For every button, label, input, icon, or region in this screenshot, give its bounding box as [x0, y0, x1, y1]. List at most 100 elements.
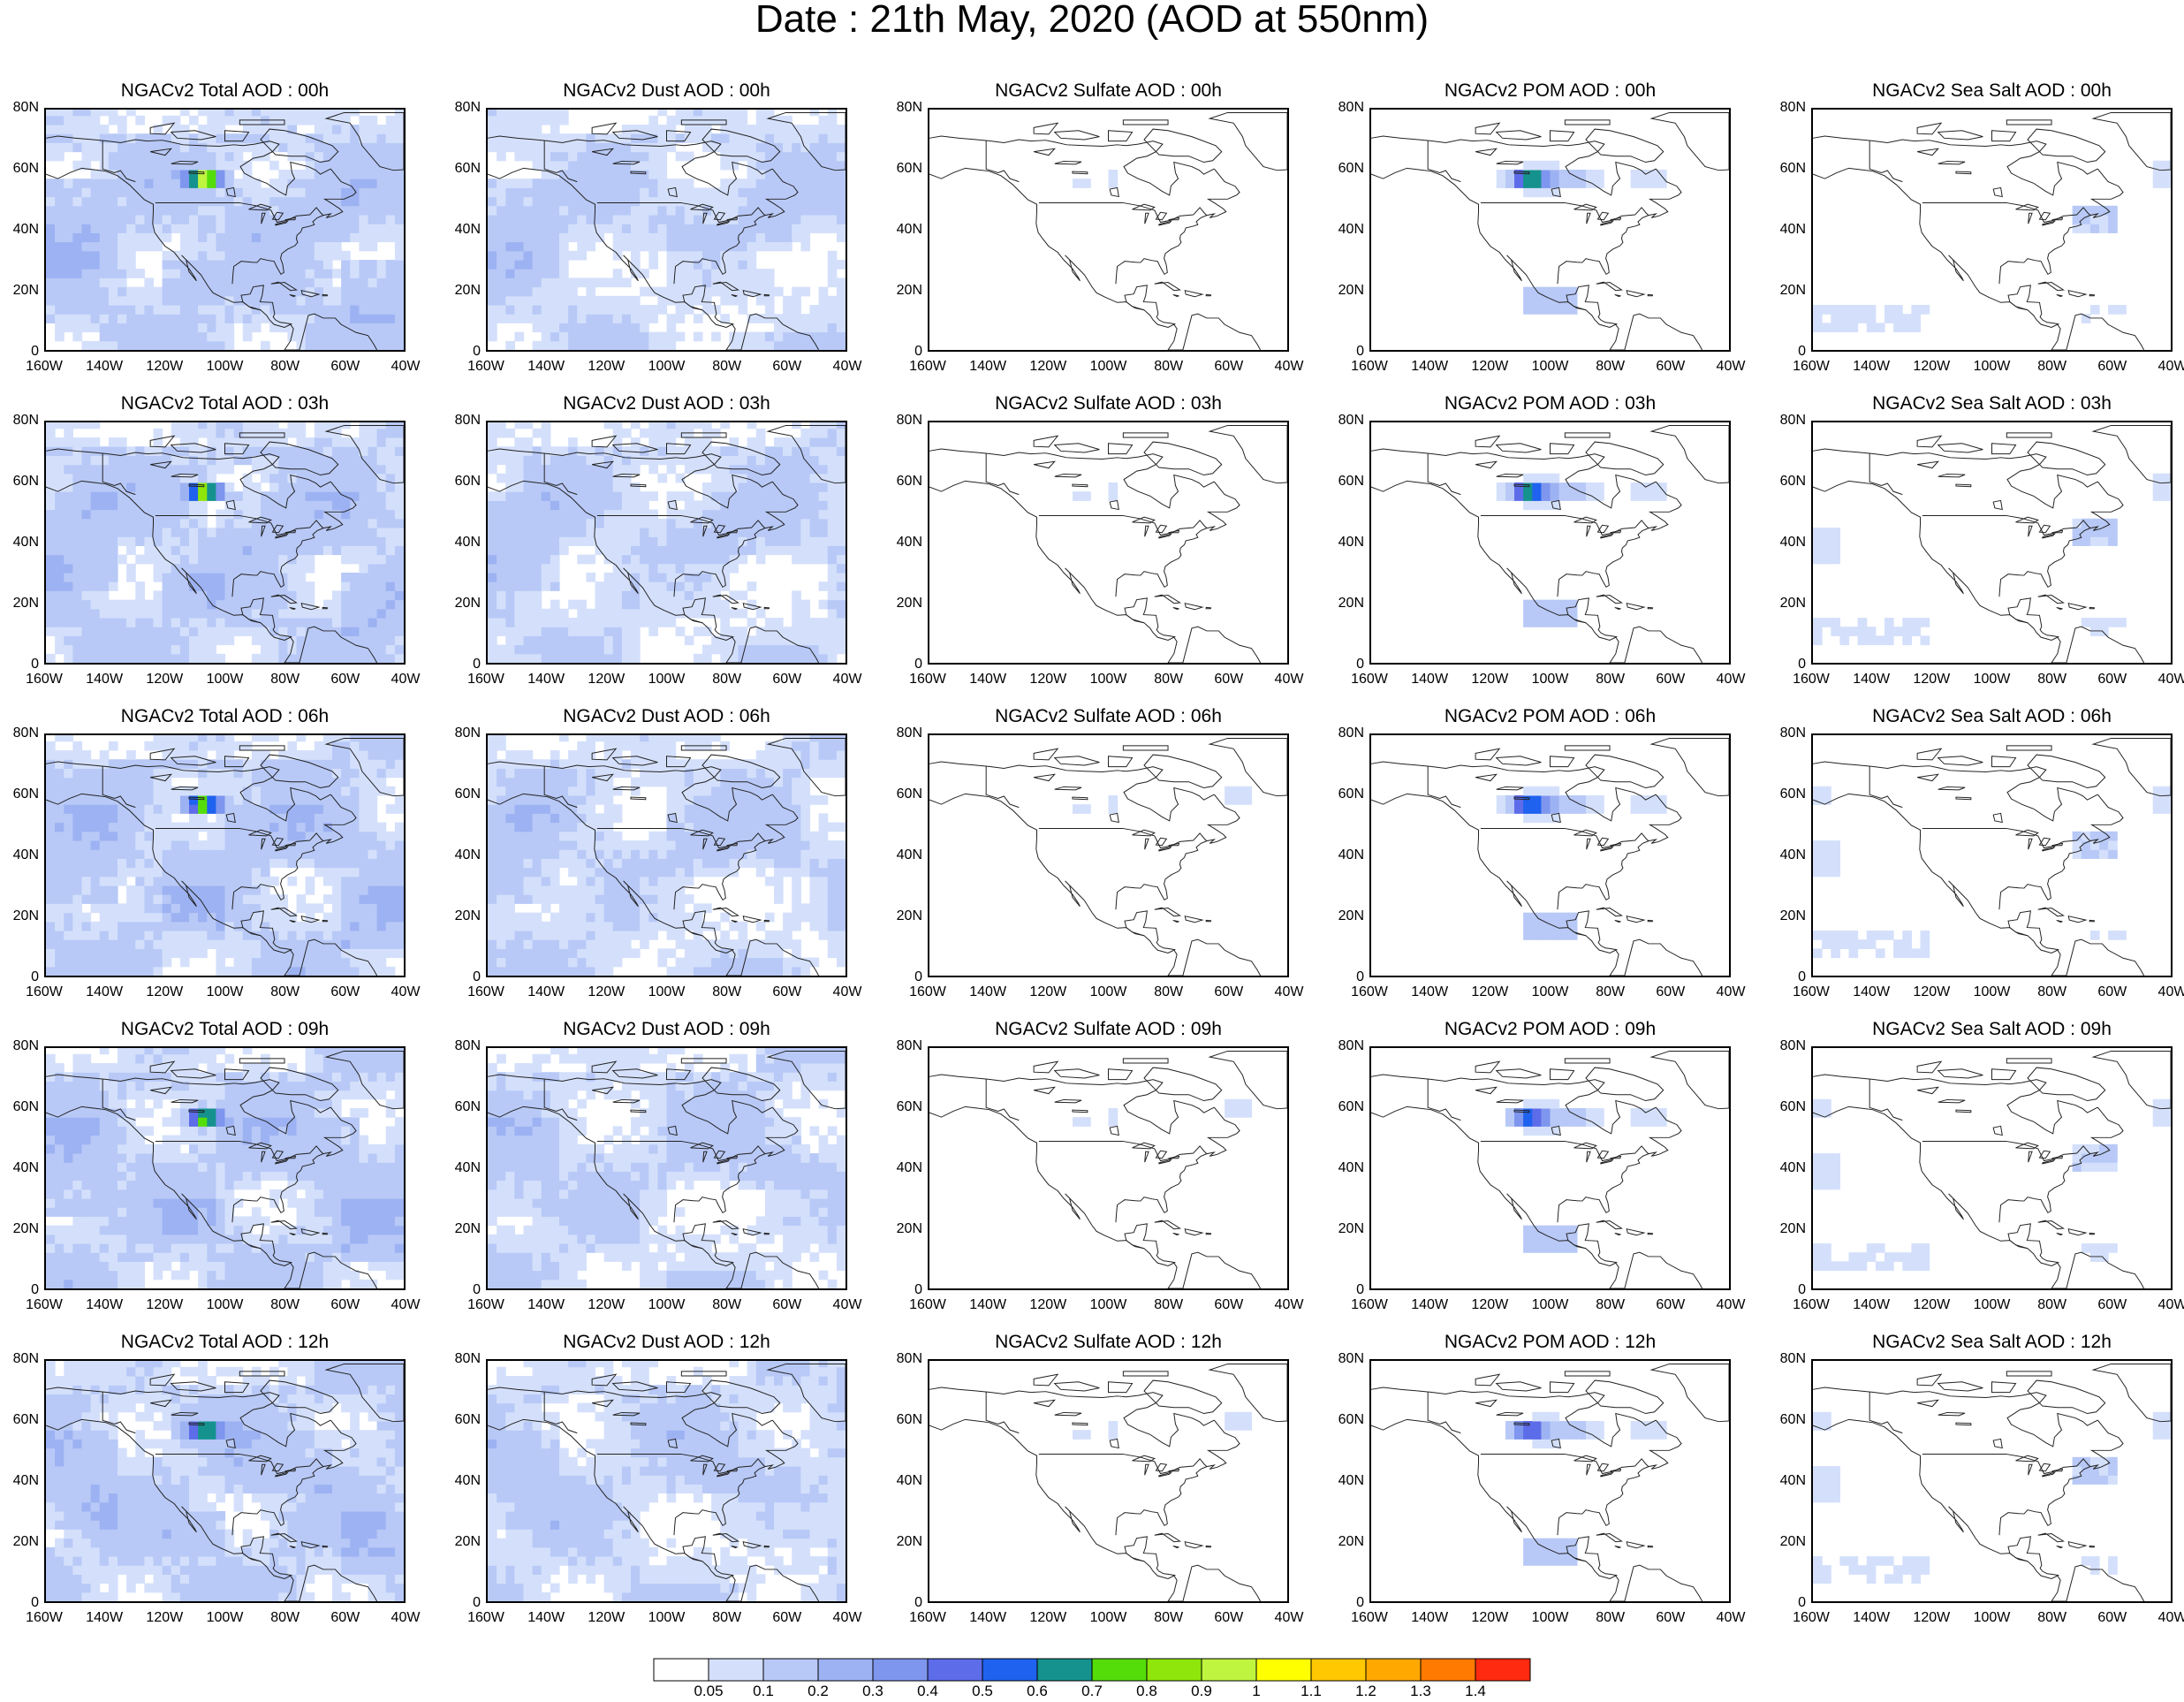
coastline-segment — [1371, 167, 1703, 350]
coastline-segment — [1869, 1392, 1903, 1434]
y-tick-label: 0 — [473, 1282, 481, 1297]
land-outline — [300, 916, 321, 923]
land-outline — [1132, 1455, 1156, 1463]
coastline-segment — [985, 1079, 1020, 1121]
land-outline — [1992, 1125, 2003, 1136]
coastline-segment — [1427, 141, 1461, 183]
y-tick-label: 20N — [1779, 596, 1806, 611]
land-outline — [1172, 1232, 1179, 1236]
coastline-segment — [1427, 453, 1461, 496]
x-tick-label: 100W — [648, 1610, 686, 1625]
land-outline — [717, 1159, 731, 1165]
x-tick-label: 80W — [712, 1610, 742, 1625]
land-outline — [2037, 594, 2065, 604]
map-svg — [929, 1050, 1287, 1288]
land-outline — [224, 130, 250, 142]
colorbar-swatch — [817, 1658, 874, 1682]
map-panel — [486, 733, 847, 977]
y-tick-label: 20N — [1338, 1534, 1364, 1549]
land-outline — [2042, 846, 2056, 852]
y-tick-label: 20N — [454, 283, 481, 298]
coastline — [488, 737, 846, 976]
y-tick-label: 80N — [1779, 1351, 1806, 1366]
colorbar-label: 0.2 — [808, 1683, 829, 1699]
land-outline — [1938, 1098, 1966, 1104]
land-outline — [1122, 745, 1169, 751]
land-outline — [612, 473, 641, 478]
land-outline — [731, 1232, 738, 1236]
y-tick-label: 40N — [1779, 1473, 1806, 1488]
coastline — [1813, 1363, 2171, 1601]
x-tick-label: 140W — [86, 359, 124, 374]
coastline-segment — [240, 285, 292, 325]
land-outline — [1551, 812, 1561, 824]
land-outline — [1109, 186, 1119, 198]
map-panel — [44, 1046, 406, 1290]
y-tick-label: 60N — [896, 161, 922, 176]
y-tick-label: 60N — [1338, 474, 1364, 489]
x-tick-label: 160W — [909, 672, 946, 687]
coastline-segment — [929, 1106, 1262, 1288]
coastline — [1371, 1363, 1729, 1601]
land-outline — [612, 1411, 641, 1417]
panel-title: NGACv2 Total AOD : 06h — [120, 706, 330, 726]
land-outline — [1610, 217, 1622, 221]
x-tick-label: 60W — [330, 359, 360, 374]
land-outline — [612, 160, 641, 165]
aod-field — [1073, 170, 1119, 188]
land-outline — [284, 1155, 297, 1159]
x-tick-label: 140W — [969, 672, 1007, 687]
coastline-segment — [929, 167, 1262, 350]
x-tick-label: 80W — [270, 672, 300, 687]
aod-field — [1073, 482, 1119, 501]
land-outline — [1596, 1220, 1623, 1230]
land-outline — [248, 516, 272, 524]
land-outline — [1600, 846, 1614, 852]
land-outline — [1917, 1399, 1939, 1408]
land-outline — [2037, 1532, 2065, 1543]
land-outline — [592, 460, 614, 469]
x-tick-label: 40W — [832, 359, 862, 374]
y-tick-label: 60N — [454, 1099, 481, 1114]
aod-field — [1813, 473, 2171, 646]
y-tick-label: 60N — [896, 1412, 922, 1427]
coastline-segment — [543, 1079, 578, 1121]
x-tick-label: 160W — [26, 1297, 63, 1312]
land-outline — [763, 919, 770, 923]
land-outline — [1955, 1422, 1972, 1426]
x-tick-label: 160W — [1351, 672, 1388, 687]
land-outline — [1205, 1232, 1212, 1235]
land-outline — [2051, 1155, 2064, 1159]
y-tick-label: 20N — [896, 1534, 922, 1549]
land-outline — [1475, 148, 1498, 156]
land-outline — [1122, 432, 1169, 438]
land-outline — [591, 435, 618, 448]
x-tick-label: 60W — [1214, 1297, 1244, 1312]
y-tick-label: 80N — [454, 1351, 481, 1366]
land-outline — [717, 846, 731, 852]
coastline-segment — [46, 480, 378, 663]
land-outline — [225, 1438, 236, 1449]
land-outline — [1574, 829, 1597, 837]
land-outline — [763, 1232, 770, 1235]
y-tick-label: 40N — [1338, 1160, 1364, 1175]
y-tick-label: 80N — [1338, 1038, 1364, 1053]
coastline-segment — [46, 1074, 331, 1135]
x-tick-label: 140W — [86, 1610, 124, 1625]
y-tick-label: 60N — [454, 786, 481, 802]
land-outline — [171, 473, 199, 478]
coastline-segment — [1371, 480, 1703, 663]
y-tick-label: 0 — [473, 657, 481, 672]
land-outline — [1992, 812, 2003, 824]
map-svg — [1371, 737, 1729, 976]
land-outline — [1143, 1379, 1223, 1415]
x-tick-label: 140W — [527, 1610, 565, 1625]
coastline-segment — [46, 448, 331, 509]
land-outline — [1072, 171, 1088, 175]
land-outline — [1916, 122, 1943, 135]
y-tick-label: 80N — [896, 1038, 922, 1053]
land-outline — [1647, 1232, 1654, 1235]
x-tick-label: 120W — [146, 1297, 184, 1312]
land-outline — [1916, 748, 1943, 761]
land-outline — [1496, 1411, 1524, 1417]
